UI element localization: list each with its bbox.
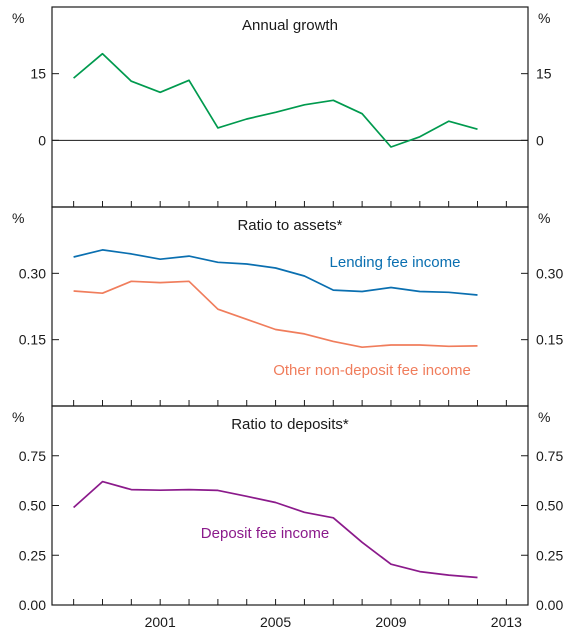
- series-line-annual-growth: [73, 52, 478, 148]
- y-unit-right: %: [538, 409, 550, 425]
- y-tick-label-right: 0.50: [536, 498, 563, 514]
- y-tick-label-right: 0.75: [536, 448, 563, 464]
- y-tick-label-right: 0: [536, 132, 544, 148]
- y-tick-label-right: 0.25: [536, 547, 563, 563]
- y-unit-left: %: [12, 10, 24, 26]
- y-unit-right: %: [538, 210, 550, 226]
- y-unit-left: %: [12, 210, 24, 226]
- y-tick-label-left: 0.30: [19, 265, 46, 281]
- y-tick-label-left: 0.25: [19, 547, 46, 563]
- y-tick-label-right: 0.15: [536, 332, 563, 348]
- series-label: Lending fee income: [330, 254, 461, 271]
- series-line-deposit-fee-income: [73, 480, 478, 579]
- series-label: Deposit fee income: [201, 525, 329, 542]
- y-tick-label-left: 0.50: [19, 498, 46, 514]
- panel-title: Ratio to assets*: [237, 217, 342, 234]
- panel-1-frame: [51, 6, 529, 208]
- x-tick-label: 2005: [260, 614, 291, 630]
- panel-title: Ratio to deposits*: [231, 416, 349, 433]
- y-tick-label-left: 0: [38, 132, 46, 148]
- x-tick-label: 2013: [491, 614, 522, 630]
- y-unit-left: %: [12, 409, 24, 425]
- y-tick-label-left: 0.75: [19, 448, 46, 464]
- series-line-lending-fee-income: [73, 249, 478, 296]
- y-tick-label-left: 15: [30, 66, 46, 82]
- y-tick-label-left: 0.15: [19, 332, 46, 348]
- series-line-other-non-deposit-fee-income: [73, 280, 478, 349]
- x-tick-label: 2009: [375, 614, 406, 630]
- panel-title: Annual growth: [242, 17, 338, 34]
- x-tick-label: 2001: [145, 614, 176, 630]
- series-label: Other non-deposit fee income: [273, 362, 471, 379]
- y-tick-label-right: 0.30: [536, 265, 563, 281]
- y-tick-label-right: 15: [536, 66, 552, 82]
- y-unit-right: %: [538, 10, 550, 26]
- y-tick-label-right: 0.00: [536, 597, 563, 613]
- y-tick-label-left: 0.00: [19, 597, 46, 613]
